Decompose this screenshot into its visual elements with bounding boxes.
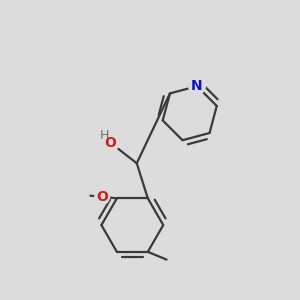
Text: O: O <box>104 136 116 150</box>
Circle shape <box>95 190 110 204</box>
Text: N: N <box>191 79 203 93</box>
Circle shape <box>101 134 119 152</box>
Text: O: O <box>96 190 108 204</box>
Circle shape <box>189 78 205 94</box>
Text: H: H <box>99 129 109 142</box>
